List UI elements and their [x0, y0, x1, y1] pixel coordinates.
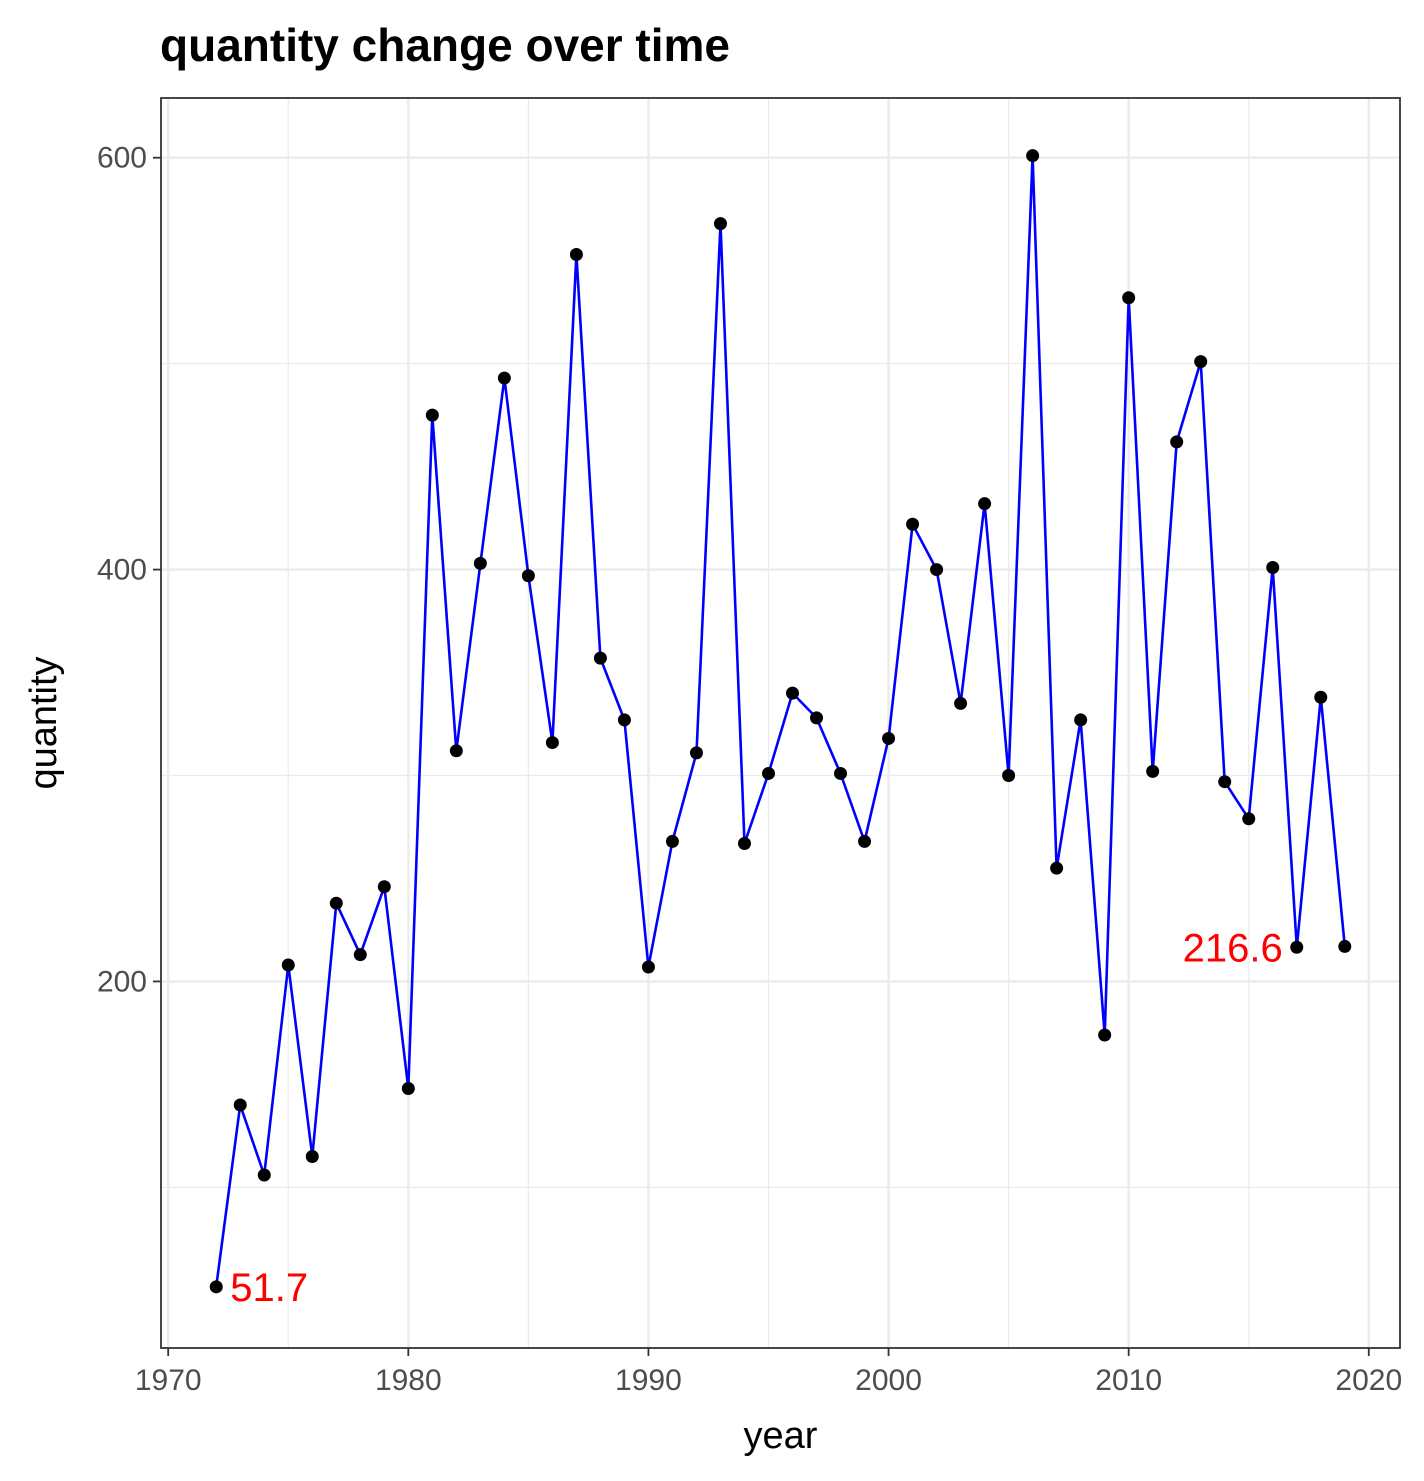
x-tick-label: 1990 — [615, 1364, 682, 1397]
data-point — [233, 1098, 247, 1112]
data-point — [209, 1280, 223, 1294]
series-line-layer — [214, 154, 1347, 1287]
data-point — [1194, 355, 1208, 369]
data-point — [1146, 764, 1160, 778]
data-point — [954, 696, 968, 710]
x-tick-label: 2000 — [855, 1364, 922, 1397]
data-point — [497, 371, 511, 385]
data-point — [1098, 1028, 1112, 1042]
y-tick-label: 400 — [97, 554, 147, 587]
data-point — [257, 1168, 271, 1182]
data-point — [1218, 775, 1232, 789]
data-point — [1314, 690, 1328, 704]
y-axis-title: quantity — [23, 656, 65, 789]
plot-panel — [161, 98, 1400, 1348]
data-point — [1290, 940, 1304, 954]
grid-lines — [161, 98, 1400, 1348]
data-point — [641, 960, 655, 974]
chart-title: quantity change over time — [160, 19, 731, 71]
data-point — [281, 958, 295, 972]
annotation-label: 216.6 — [1183, 926, 1283, 970]
data-point — [425, 408, 439, 422]
data-point — [786, 686, 800, 700]
data-point — [978, 497, 992, 511]
data-point — [1338, 939, 1352, 953]
data-point — [353, 948, 367, 962]
data-point — [1026, 149, 1040, 163]
data-point — [473, 556, 487, 570]
data-point — [810, 711, 824, 725]
data-point — [1170, 435, 1184, 449]
data-point — [521, 569, 535, 583]
annotation-label: 51.7 — [230, 1266, 308, 1310]
data-point — [930, 563, 944, 577]
data-points — [209, 149, 1352, 1294]
data-point — [737, 836, 751, 850]
x-tick-label: 2020 — [1335, 1364, 1402, 1397]
panel-border — [160, 97, 1401, 1349]
data-point — [377, 880, 391, 894]
data-point — [858, 834, 872, 848]
data-point — [761, 766, 775, 780]
data-point — [617, 713, 631, 727]
data-point — [449, 744, 463, 758]
data-point — [305, 1149, 319, 1163]
data-point — [689, 746, 703, 760]
x-tick-label: 1980 — [375, 1364, 442, 1397]
data-point — [1266, 561, 1280, 575]
axes: 1970 1980 1990 2000 2010 2020 200 400 600 — [97, 142, 1402, 1397]
data-point — [329, 896, 343, 910]
series-line-quantity — [214, 154, 1347, 1287]
data-point — [1074, 713, 1088, 727]
data-point — [665, 834, 679, 848]
y-tick-label: 200 — [97, 965, 147, 998]
x-axis-title: year — [744, 1415, 818, 1457]
data-point — [906, 517, 920, 531]
data-point — [569, 248, 583, 262]
data-point — [1242, 812, 1256, 826]
data-point — [713, 217, 727, 231]
data-point — [545, 736, 559, 750]
data-point — [401, 1082, 415, 1096]
x-tick-label: 2010 — [1095, 1364, 1162, 1397]
data-point — [1050, 861, 1064, 875]
annotations: 51.7 216.6 — [230, 926, 1283, 1310]
data-point — [593, 651, 607, 665]
data-point — [1002, 769, 1016, 783]
x-tick-label: 1970 — [135, 1364, 202, 1397]
data-point — [1122, 291, 1136, 305]
y-tick-label: 600 — [97, 142, 147, 175]
data-point — [834, 766, 848, 780]
data-point — [882, 731, 896, 745]
